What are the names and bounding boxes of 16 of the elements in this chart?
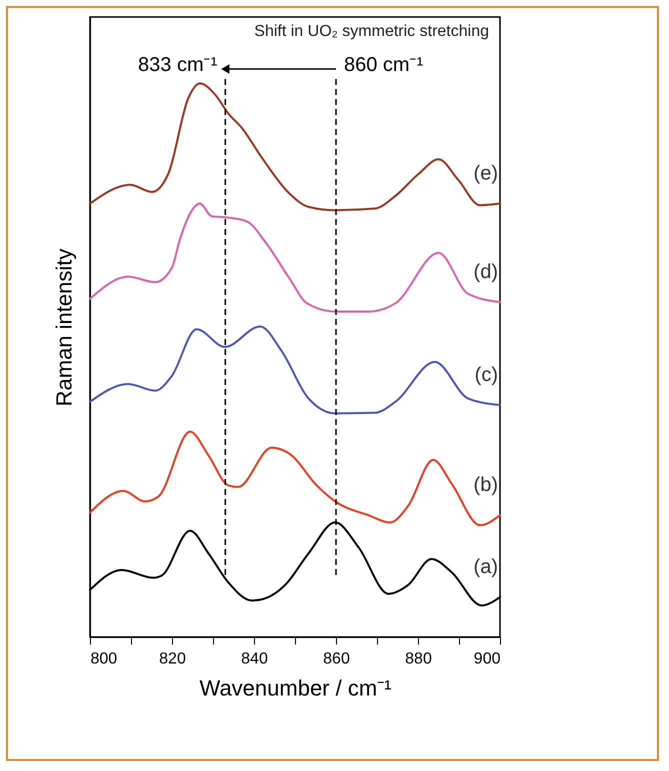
ref-line-label: 860 cm⁻¹ <box>344 54 424 76</box>
series-label: (d) <box>474 261 498 284</box>
series-label: (b) <box>474 474 498 496</box>
series-label: (c) <box>474 364 498 386</box>
x-tick-label: 840 <box>241 650 268 668</box>
y-axis-title: Raman intensity <box>52 248 76 406</box>
x-tick-label: 860 <box>323 650 350 668</box>
x-tick-label: 820 <box>159 650 186 668</box>
series-label: (e) <box>474 162 498 185</box>
x-tick-label: 800 <box>90 650 118 668</box>
series-label: (a) <box>474 556 498 578</box>
chart-title: Shift in UO₂ symmetric stretching <box>254 23 489 40</box>
x-tick-label: 900 <box>474 650 501 668</box>
x-axis-title: Wavenumber / cm⁻¹ <box>199 676 392 700</box>
ref-line-label: 833 cm⁻¹ <box>138 54 218 76</box>
x-tick-label: 880 <box>405 650 432 668</box>
